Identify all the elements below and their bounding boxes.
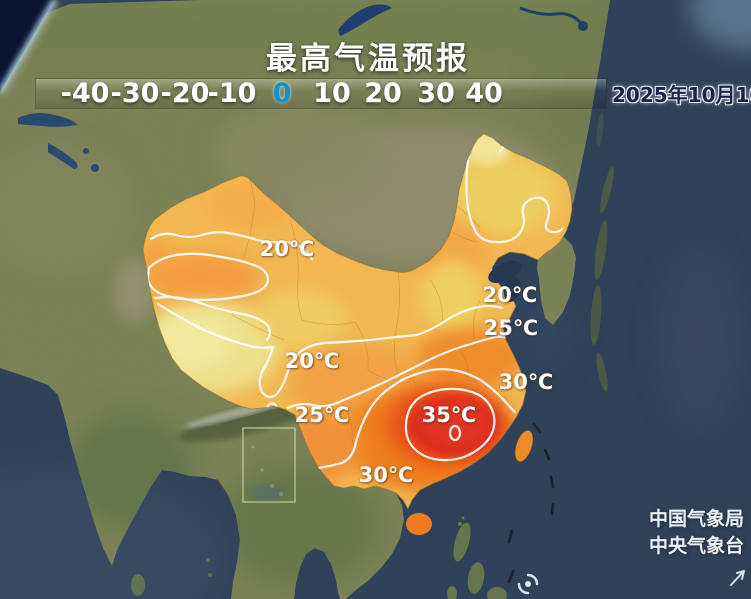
weather-map-screen: 最高气温预报 2025年10月10日 -40-30-20-10010203040… xyxy=(0,0,751,599)
terrain-noise xyxy=(0,0,751,599)
map-canvas xyxy=(0,0,751,599)
